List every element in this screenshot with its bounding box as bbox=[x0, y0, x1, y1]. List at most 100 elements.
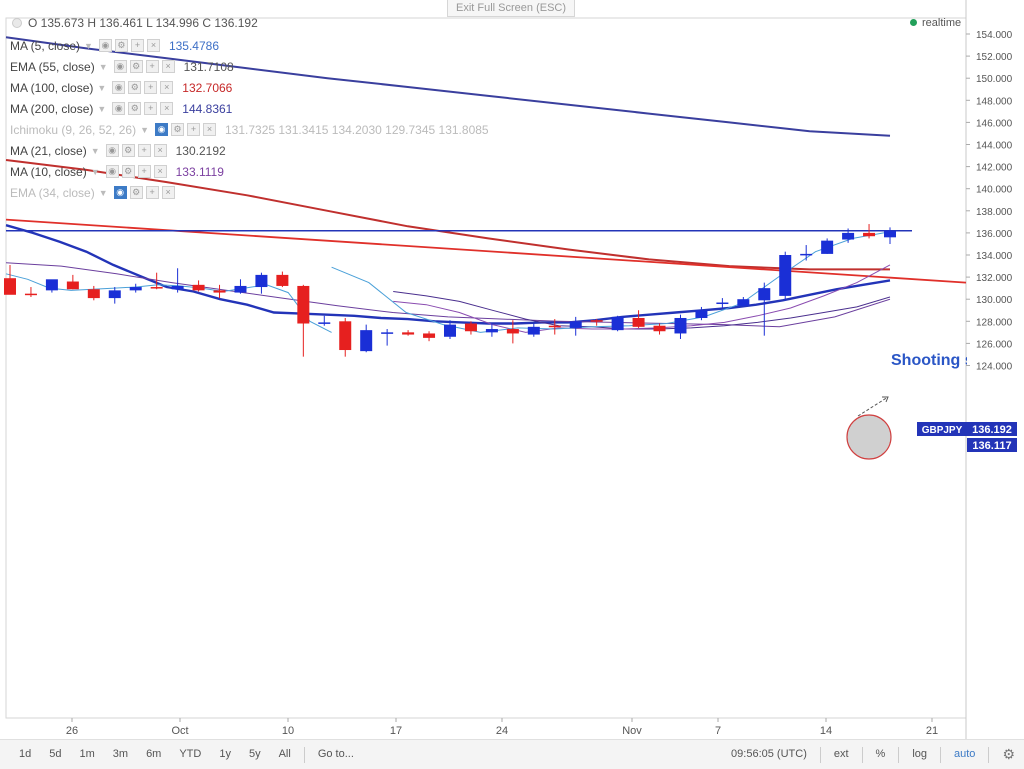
ma5-badge bbox=[967, 438, 1017, 452]
dropdown-caret-icon[interactable]: ▼ bbox=[97, 103, 107, 114]
dropdown-caret-icon[interactable]: ▼ bbox=[97, 82, 107, 93]
x-tick-label: 14 bbox=[820, 725, 832, 737]
indicator-row[interactable]: MA (5, close) ▼ ◉ ⚙ + × 135.4786 bbox=[10, 35, 489, 56]
goto-button[interactable]: Go to... bbox=[317, 748, 354, 760]
gear-icon[interactable]: ⚙ bbox=[121, 144, 135, 157]
dropdown-caret-icon[interactable]: ▼ bbox=[98, 61, 108, 72]
indicator-row[interactable]: EMA (34, close) ▼ ◉ ⚙ + × bbox=[10, 182, 489, 203]
close-icon[interactable]: × bbox=[160, 81, 174, 94]
indicator-row[interactable]: MA (100, close) ▼ ◉ ⚙ + × 132.7066 bbox=[10, 77, 489, 98]
range-button[interactable]: All bbox=[278, 748, 291, 760]
plus-icon[interactable]: + bbox=[187, 123, 200, 136]
eye-icon[interactable]: ◉ bbox=[105, 165, 119, 178]
eye-icon[interactable]: ◉ bbox=[112, 81, 126, 94]
range-button[interactable]: 5y bbox=[248, 748, 261, 760]
range-button[interactable]: 1d bbox=[19, 748, 32, 760]
auto-toggle[interactable]: auto bbox=[954, 748, 976, 760]
arrow-head-icon bbox=[882, 396, 889, 403]
plus-icon[interactable]: + bbox=[145, 60, 159, 73]
indicator-value: 133.1119 bbox=[175, 164, 224, 179]
range-button[interactable]: YTD bbox=[179, 748, 202, 760]
realtime-indicator: realtime bbox=[910, 17, 961, 29]
eye-icon[interactable]: ◉ bbox=[155, 123, 168, 136]
x-tick-label: Oct bbox=[171, 725, 188, 737]
toolbar-divider bbox=[861, 746, 863, 763]
plus-icon[interactable]: + bbox=[130, 39, 144, 52]
indicator-row[interactable]: MA (10, close) ▼ ◉ ⚙ + × 133.1119 bbox=[10, 161, 489, 182]
dropdown-caret-icon[interactable]: ▼ bbox=[140, 124, 149, 135]
candle-body bbox=[87, 289, 100, 299]
range-button[interactable]: 1y bbox=[219, 748, 231, 760]
candle-body bbox=[129, 287, 142, 291]
gear-icon[interactable]: ⚙ bbox=[128, 102, 142, 115]
gear-icon[interactable]: ⚙ bbox=[129, 60, 143, 73]
y-tick-label: 136.000 bbox=[976, 229, 1013, 240]
indicator-value: 144.8361 bbox=[182, 101, 233, 116]
series-status-icon bbox=[12, 18, 22, 28]
indicator-name: EMA (34, close) bbox=[10, 185, 95, 200]
range-button[interactable]: 5d bbox=[49, 748, 62, 760]
plus-icon[interactable]: + bbox=[137, 165, 151, 178]
eye-icon[interactable]: ◉ bbox=[113, 186, 127, 199]
close-icon[interactable]: × bbox=[160, 102, 174, 115]
candle-body bbox=[653, 325, 666, 332]
dropdown-caret-icon[interactable]: ▼ bbox=[98, 187, 108, 198]
eye-icon[interactable]: ◉ bbox=[113, 60, 127, 73]
y-tick-label: 148.000 bbox=[976, 96, 1013, 107]
ohlc-values: O 135.673 H 136.461 L 134.996 C 136.192 bbox=[28, 16, 258, 30]
close-icon[interactable]: × bbox=[146, 39, 160, 52]
candle-body bbox=[716, 302, 729, 305]
dropdown-caret-icon[interactable]: ▼ bbox=[90, 166, 100, 177]
gear-icon[interactable]: ⚙ bbox=[128, 81, 142, 94]
indicator-row[interactable]: MA (21, close) ▼ ◉ ⚙ + × 130.2192 bbox=[10, 140, 489, 161]
close-icon[interactable]: × bbox=[153, 144, 167, 157]
candle-body bbox=[548, 325, 561, 328]
settings-gear-icon[interactable]: ⚙ bbox=[1002, 746, 1015, 762]
indicator-row[interactable]: MA (200, close) ▼ ◉ ⚙ + × 144.8361 bbox=[10, 98, 489, 119]
dropdown-caret-icon[interactable]: ▼ bbox=[84, 40, 93, 51]
candle-body bbox=[444, 324, 456, 337]
y-tick-label: 134.000 bbox=[976, 251, 1013, 262]
plus-icon[interactable]: + bbox=[144, 102, 158, 115]
ema55-line bbox=[5, 224, 891, 325]
range-button[interactable]: 6m bbox=[146, 748, 162, 760]
close-icon[interactable]: × bbox=[153, 165, 167, 178]
ma5-price-label: 136.117 bbox=[972, 440, 1011, 452]
percent-toggle[interactable]: % bbox=[875, 748, 886, 760]
eye-icon[interactable]: ◉ bbox=[112, 102, 126, 115]
dropdown-caret-icon[interactable]: ▼ bbox=[90, 145, 100, 156]
exit-fullscreen-button[interactable]: Exit Full Screen (ESC) bbox=[447, 0, 575, 17]
indicator-row[interactable]: Ichimoku (9, 26, 52, 26) ▼ ◉ ⚙ + × 131.7325 13… bbox=[10, 119, 489, 140]
gear-icon[interactable]: ⚙ bbox=[171, 123, 184, 136]
eye-icon[interactable]: ◉ bbox=[105, 144, 119, 157]
toolbar-divider bbox=[819, 746, 821, 763]
plus-icon[interactable]: + bbox=[137, 144, 151, 157]
plus-icon[interactable]: + bbox=[145, 186, 159, 199]
eye-icon[interactable]: ◉ bbox=[98, 39, 112, 52]
close-icon[interactable]: × bbox=[161, 186, 175, 199]
candle-body bbox=[632, 317, 645, 327]
candle-body bbox=[464, 323, 477, 332]
x-tick-label: 17 bbox=[390, 725, 402, 737]
indicator-row[interactable]: EMA (55, close) ▼ ◉ ⚙ + × 131.7108 bbox=[10, 56, 489, 77]
range-button[interactable]: 1m bbox=[79, 748, 95, 760]
log-toggle[interactable]: log bbox=[912, 748, 928, 760]
close-icon[interactable]: × bbox=[161, 60, 175, 73]
x-tick-label: 26 bbox=[66, 725, 78, 737]
plus-icon[interactable]: + bbox=[144, 81, 158, 94]
ext-toggle[interactable]: ext bbox=[833, 748, 849, 760]
y-tick-label: 132.000 bbox=[976, 273, 1013, 284]
y-tick-label: 150.000 bbox=[976, 74, 1013, 85]
x-tick-label: 10 bbox=[282, 725, 294, 737]
candle-body bbox=[590, 320, 603, 322]
x-tick-label: 21 bbox=[926, 725, 938, 737]
gear-icon[interactable]: ⚙ bbox=[114, 39, 128, 52]
candle-body bbox=[423, 333, 436, 338]
annotation-arrow bbox=[857, 396, 889, 417]
x-tick-label: 24 bbox=[496, 725, 508, 737]
gear-icon[interactable]: ⚙ bbox=[129, 186, 143, 199]
range-button[interactable]: 3m bbox=[112, 748, 129, 760]
gear-icon[interactable]: ⚙ bbox=[121, 165, 135, 178]
close-icon[interactable]: × bbox=[203, 123, 216, 136]
